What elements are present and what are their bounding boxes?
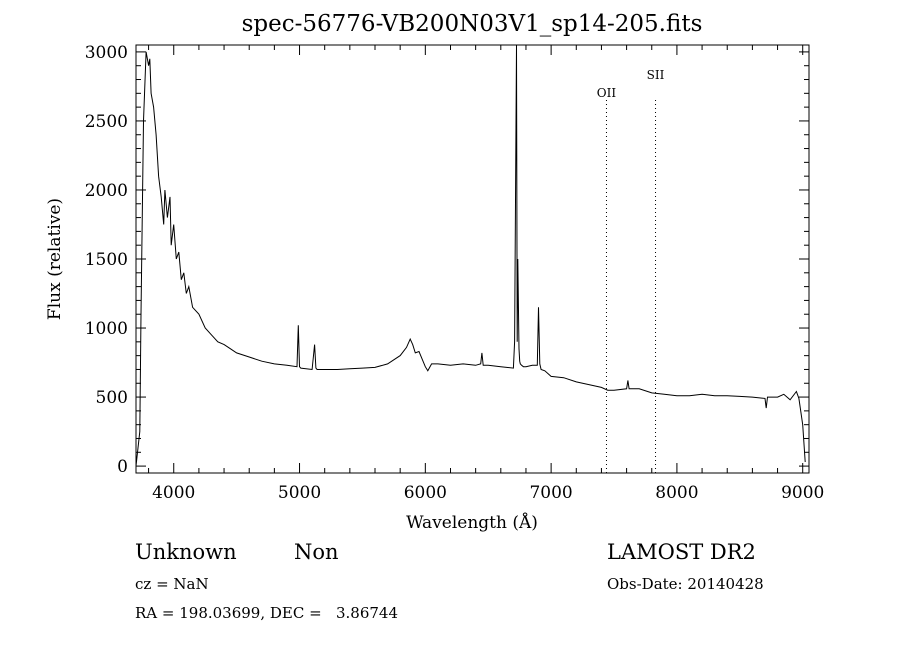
y-tick-label: 2000 <box>85 181 128 201</box>
spectrum-plot: spec-56776-VB200N03V1_sp14-205.fits 4000… <box>45 11 825 533</box>
obs-date-text: Obs-Date: 20140428 <box>607 575 764 593</box>
spectral-class: Unknown <box>135 540 237 564</box>
x-tick-label: 7000 <box>529 483 572 503</box>
x-axis-label: Wavelength (Å) <box>406 512 538 533</box>
y-tick-label: 1500 <box>85 250 128 270</box>
y-tick-label: 0 <box>117 457 128 477</box>
redshift-text: cz = NaN <box>135 575 209 593</box>
plot-frame <box>135 44 810 474</box>
axis-ticks: 4000 5000 6000 7000 8000 9000 0 500 1000 1500 2000… <box>85 43 825 503</box>
x-tick-label: 8000 <box>655 483 698 503</box>
line-marker-label: OII <box>597 86 617 100</box>
y-tick-label: 2500 <box>85 112 128 132</box>
y-axis-label: Flux (relative) <box>45 198 65 320</box>
chart-title: spec-56776-VB200N03V1_sp14-205.fits <box>242 11 703 37</box>
line-markers: OII SII <box>597 68 665 473</box>
spectrum-line <box>135 44 806 467</box>
x-tick-label: 6000 <box>404 483 447 503</box>
coordinates-text: RA = 198.03699, DEC = 3.86744 <box>135 604 399 622</box>
y-tick-label: 3000 <box>85 43 128 63</box>
y-tick-label: 1000 <box>85 319 128 339</box>
x-tick-label: 5000 <box>278 483 321 503</box>
x-tick-label: 9000 <box>781 483 824 503</box>
y-tick-label: 500 <box>96 388 128 408</box>
line-marker-label: SII <box>647 68 665 82</box>
survey-label: LAMOST DR2 <box>607 540 756 564</box>
spectral-subclass: Non <box>294 540 339 564</box>
x-tick-label: 4000 <box>152 483 195 503</box>
